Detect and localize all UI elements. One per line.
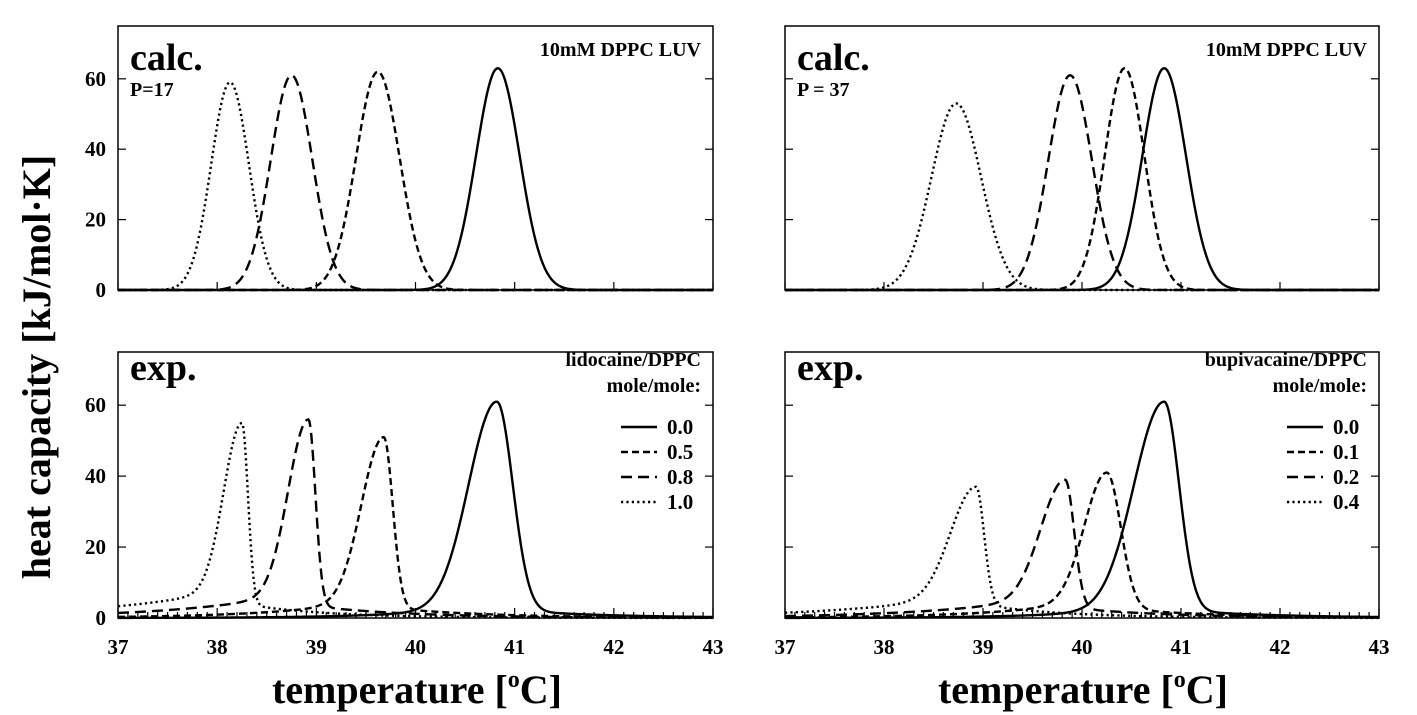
- series-line-0.8: [117, 74, 714, 292]
- legend-label-0.4: 0.4: [1333, 490, 1360, 514]
- legend-label-0.0: 0.0: [1333, 415, 1359, 439]
- x-tick-label: 43: [703, 635, 724, 659]
- y-tick-label: 0: [96, 606, 107, 630]
- panel-label: exp.: [130, 347, 197, 389]
- y-tick-label: 60: [85, 67, 106, 91]
- series-line-0.4: [784, 485, 1380, 620]
- series-line-1.0: [117, 81, 714, 292]
- panel-calc-right: calc.P = 37 10mM DPPC LUV: [784, 25, 1380, 292]
- y-axis-title: heat capacity [kJ/mol·K]: [14, 155, 59, 579]
- legend-label-0.2: 0.2: [1333, 465, 1359, 489]
- x-tick-label: 43: [1369, 635, 1390, 659]
- panel-exp-left: 0 20 40 60 37 38 39 40 41 42 43 exp. lidocaine/DPPC m…: [85, 347, 724, 659]
- legend-title-line1: lidocaine/DPPC: [565, 349, 701, 371]
- x-axis-title-left-end: C]: [520, 667, 562, 712]
- y-tick-label: 20: [85, 208, 106, 232]
- x-axis-title-left: temperature [oC]: [272, 667, 562, 712]
- panel-label: calc.: [130, 37, 203, 79]
- x-axis-title-right: temperature [oC]: [938, 667, 1228, 712]
- legend-label-0.5: 0.5: [667, 440, 693, 464]
- x-tick-label: 42: [603, 635, 624, 659]
- series-line-0.8: [117, 418, 714, 619]
- panel-note: 10mM DPPC LUV: [540, 39, 702, 61]
- x-tick-label: 38: [874, 635, 895, 659]
- x-axis-title-left-main: temperature [: [272, 667, 508, 712]
- legend-label-1.0: 1.0: [667, 490, 693, 514]
- panel-exp-right: 37 38 39 40 41 42 43 exp. bupivacaine/DPPC mole/m…: [775, 347, 1390, 659]
- series-line-0.0: [117, 400, 714, 620]
- x-tick-label: 41: [1171, 635, 1192, 659]
- legend-title-line2: mole/mole:: [1273, 375, 1367, 397]
- panel-note: 10mM DPPC LUV: [1206, 39, 1368, 61]
- x-axis-title-right-end: C]: [1186, 667, 1228, 712]
- series-line-0.0: [784, 400, 1380, 620]
- series-line-0.0: [117, 67, 714, 292]
- legend-label-0.0: 0.0: [667, 415, 693, 439]
- x-tick-label: 42: [1270, 635, 1291, 659]
- legend-title-line1: bupivacaine/DPPC: [1205, 349, 1367, 371]
- series-line-0.1: [784, 471, 1380, 619]
- plot-frame: [117, 25, 714, 291]
- plot-frame: [784, 25, 1380, 291]
- x-tick-label: 40: [1072, 635, 1093, 659]
- series-line-0.2: [784, 478, 1380, 619]
- panel-subtitle: P=17: [130, 79, 174, 101]
- x-tick-label: 39: [973, 635, 994, 659]
- series-line-0.5: [117, 435, 714, 619]
- panel-calc-left: 0 20 40 60 calc.P=17 10mM DPPC LUV: [85, 25, 714, 302]
- y-tick-label: 0: [96, 278, 107, 302]
- x-tick-label: 39: [306, 635, 327, 659]
- x-tick-label: 41: [504, 635, 525, 659]
- panel-label: calc.: [797, 37, 870, 79]
- series-line-0.4: [784, 102, 1380, 292]
- panel-label: exp.: [797, 347, 864, 389]
- y-tick-label: 40: [85, 137, 106, 161]
- x-tick-label: 38: [207, 635, 228, 659]
- series-line-0.2: [784, 74, 1380, 292]
- y-tick-label: 20: [85, 535, 106, 559]
- x-tick-label: 40: [405, 635, 426, 659]
- x-axis-title-right-main: temperature [: [938, 667, 1174, 712]
- panel-subtitle: P = 37: [797, 79, 850, 101]
- y-tick-label: 60: [85, 393, 106, 417]
- x-axis-title-left-sup: o: [508, 667, 520, 693]
- x-axis-title-right-sup: o: [1174, 667, 1186, 693]
- legend-label-0.8: 0.8: [667, 465, 693, 489]
- legend-label-0.1: 0.1: [1333, 440, 1359, 464]
- x-tick-label: 37: [775, 635, 796, 659]
- series-line-0.5: [117, 70, 714, 292]
- y-tick-label: 40: [85, 464, 106, 488]
- x-tick-label: 37: [108, 635, 129, 659]
- series-line-1.0: [117, 421, 714, 620]
- legend-title-line2: mole/mole:: [607, 375, 701, 397]
